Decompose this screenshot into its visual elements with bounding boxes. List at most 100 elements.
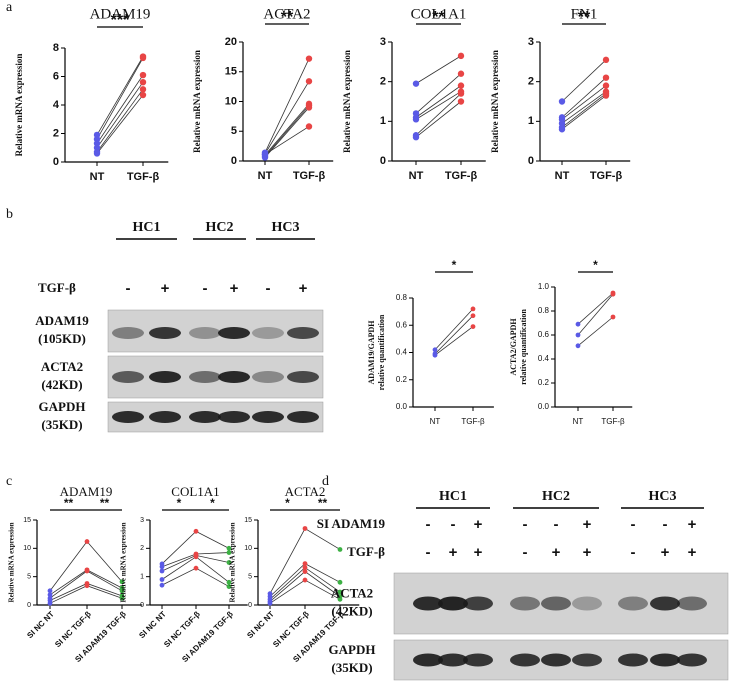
point: [159, 564, 165, 570]
pair-line: [561, 91, 607, 124]
row-label: (42KD): [41, 377, 82, 392]
significance-label: *: [593, 258, 598, 272]
y-tick-label: 5: [231, 125, 237, 137]
point: [602, 92, 610, 99]
significance-label: **: [578, 9, 591, 26]
point: [337, 547, 343, 552]
x-tick-label: TGF-β: [590, 170, 623, 182]
x-tick-label: SI NC NT: [137, 609, 168, 640]
y-tick-label: 6: [53, 70, 59, 82]
condition-label: SI ADAM19: [317, 516, 386, 531]
pair-line: [577, 293, 614, 336]
point: [457, 90, 465, 97]
chart-title: FN1: [571, 6, 598, 22]
pair-line: [96, 57, 144, 140]
point: [193, 554, 199, 560]
y-tick-label: 0.0: [396, 402, 408, 411]
condition-mark: -: [451, 516, 456, 533]
condition-mark: -: [203, 280, 208, 297]
y-tick-label: 15: [23, 517, 31, 524]
point: [47, 588, 53, 594]
point: [193, 528, 199, 534]
pair-line: [415, 55, 462, 84]
point: [575, 332, 581, 338]
condition-mark: -: [523, 544, 528, 561]
pair-line: [264, 58, 310, 153]
y-tick-label: 2: [53, 127, 59, 139]
y-axis-label: Relative mRNA expression: [192, 50, 202, 153]
blot-band: [218, 327, 250, 339]
blot-band: [510, 653, 540, 667]
y-tick-label: 3: [140, 517, 144, 524]
significance-label: *: [285, 496, 290, 510]
point: [261, 151, 269, 158]
blot-band: [572, 653, 602, 667]
y-axis-label: ACTA2/GAPDH: [509, 318, 518, 376]
y-tick-label: 15: [244, 517, 252, 524]
significance-label: ***: [111, 12, 130, 29]
y-tick-label: 10: [23, 545, 31, 552]
y-tick-label: 3: [380, 36, 386, 48]
y-axis-label: relative quantification: [377, 314, 386, 390]
row-label: (105KD): [38, 331, 86, 346]
x-tick-label: NT: [90, 171, 105, 183]
chart-title: ACTA2: [285, 484, 326, 499]
row-label: (35KD): [331, 660, 372, 675]
row-label: (42KD): [331, 603, 372, 618]
point: [610, 291, 616, 297]
row-label: GAPDH: [329, 642, 376, 657]
point: [226, 579, 232, 585]
point: [84, 539, 90, 544]
pair-line: [434, 326, 474, 356]
point: [457, 82, 465, 89]
blot-band: [189, 327, 221, 339]
significance-label: *: [452, 258, 457, 272]
y-tick-label: 20: [225, 36, 237, 48]
panel-label: a: [6, 0, 13, 15]
point: [432, 347, 438, 353]
condition-mark: -: [426, 516, 431, 533]
point: [139, 71, 147, 79]
point: [305, 78, 313, 85]
y-tick-label: 0.8: [538, 306, 550, 315]
point: [302, 577, 308, 583]
y-tick-label: 0: [140, 602, 144, 609]
point: [119, 588, 125, 594]
pair-line: [561, 93, 607, 128]
point: [432, 352, 438, 358]
y-tick-label: 2: [140, 545, 144, 552]
point: [575, 321, 581, 327]
point: [470, 313, 476, 319]
point: [47, 592, 53, 598]
group-label: HC1: [133, 220, 161, 235]
y-tick-label: 15: [225, 66, 237, 78]
panel-label: d: [322, 474, 329, 489]
y-tick-label: 0: [231, 155, 237, 167]
blot-band: [618, 653, 648, 667]
panel-label: c: [6, 474, 12, 489]
row-label: GAPDH: [39, 399, 86, 414]
y-tick-label: 5: [248, 574, 252, 581]
point: [602, 82, 610, 89]
pair-line: [264, 107, 310, 158]
point: [602, 74, 610, 81]
pair-line: [49, 585, 123, 604]
pair-line: [434, 315, 474, 355]
condition-mark: -: [663, 516, 668, 533]
blot-band: [677, 596, 707, 611]
x-tick-label: SI NC NT: [25, 609, 56, 640]
point: [226, 550, 232, 555]
chart-title: COL1A1: [411, 6, 467, 22]
group-label: HC1: [439, 489, 467, 504]
condition-mark: -: [126, 280, 131, 297]
condition-mark: +: [299, 280, 308, 297]
point: [47, 600, 53, 606]
pair-line: [264, 103, 310, 156]
blot-band: [541, 653, 571, 667]
y-tick-label: 0.2: [396, 375, 408, 384]
pair-line: [96, 89, 144, 153]
point: [267, 600, 273, 606]
blot-band: [413, 596, 443, 611]
group-label: HC2: [542, 489, 570, 504]
